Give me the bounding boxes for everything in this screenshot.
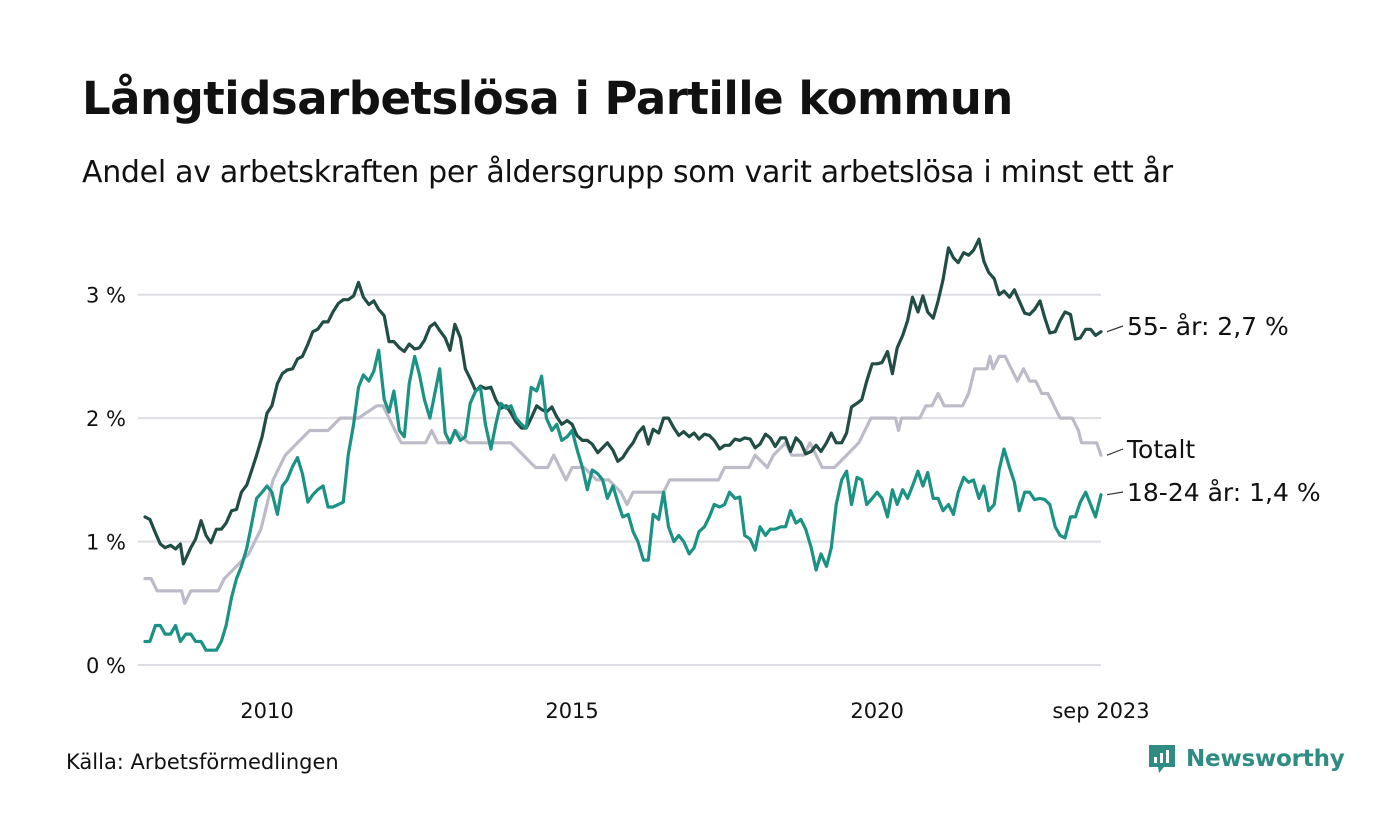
x-tick-label: 2015 — [545, 699, 598, 723]
y-tick-label: 3 % — [86, 284, 126, 308]
x-tick-label: sep 2023 — [1052, 699, 1149, 723]
series-label-leader — [1106, 448, 1124, 456]
series-labels: Totalt 55- år: 2,7 % 18-24 år: 1,4 % — [1106, 312, 1321, 507]
series-end-label: Totalt — [1126, 435, 1195, 464]
axis-ticks: 0 % 1 % 2 % 3 % 2010 2015 2020 sep 2023 — [86, 284, 1150, 723]
y-tick-label: 0 % — [86, 654, 126, 678]
series-line-totalt — [143, 354, 1103, 605]
chart-subtitle: Andel av arbetskraften per åldersgrupp s… — [82, 155, 1173, 190]
chart-title: Långtidsarbetslösa i Partille kommun — [82, 72, 1013, 125]
series-label-leader — [1106, 491, 1124, 496]
line-chart: Totalt 55- år: 2,7 % 18-24 år: 1,4 % 0 % 1 … — [86, 237, 1321, 723]
y-tick-label: 2 % — [86, 407, 126, 431]
series-end-label: 55- år: 2,7 % — [1127, 312, 1289, 341]
source-note: Källa: Arbetsförmedlingen — [66, 750, 339, 774]
brand: Newsworthy — [1148, 744, 1345, 774]
series-label-leader — [1106, 325, 1124, 333]
x-tick-label: 2010 — [240, 699, 293, 723]
y-tick-label: 1 % — [86, 531, 126, 555]
grid-lines — [138, 293, 1101, 666]
newsworthy-logo-icon — [1149, 745, 1175, 773]
brand-name: Newsworthy — [1186, 746, 1345, 772]
series-end-label: 18-24 år: 1,4 % — [1127, 478, 1321, 507]
series-line-55plus — [143, 237, 1103, 566]
x-tick-label: 2020 — [850, 699, 903, 723]
series-lines — [143, 237, 1103, 652]
series-line-18-24 — [143, 348, 1103, 652]
